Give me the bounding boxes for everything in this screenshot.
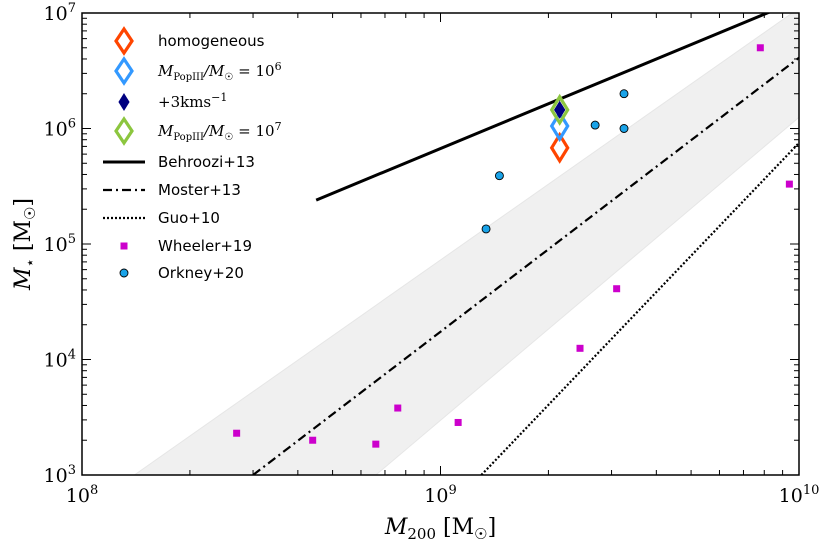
y-tick-label-0: 103 xyxy=(44,463,76,487)
legend-entry-wheeler: Wheeler+19 xyxy=(120,237,252,255)
x-tick-label-1: 109 xyxy=(424,483,456,507)
x-tick-label-2: 1010 xyxy=(779,483,820,507)
legend-label-popiii6: MPopIII/M☉ = 106 xyxy=(157,60,282,83)
data-point-popiii7-0 xyxy=(549,93,570,126)
data-point-orkney-0 xyxy=(481,224,491,234)
legend-label-moster: Moster+13 xyxy=(158,181,241,199)
plot-clip-group xyxy=(133,13,799,475)
data-point-kms-top xyxy=(554,100,566,119)
data-point-orkney-3 xyxy=(619,89,629,99)
axes: 108 109 1010 103 104 105 106 107 M200 [M☉] M⋆ [M☉… xyxy=(11,1,819,543)
relation-line-guo xyxy=(480,142,799,475)
x-tick-label-0: 108 xyxy=(66,483,98,507)
legend-entry-homogeneous: homogeneous xyxy=(114,26,265,56)
y-axis-label: M⋆ [M☉] xyxy=(11,198,39,291)
legend-entry-behroozi: Behroozi+13 xyxy=(103,153,255,171)
data-point-wheeler-3 xyxy=(394,404,402,412)
data-point-wheeler-2 xyxy=(372,440,380,448)
x-axis-label: M200 [M☉] xyxy=(384,515,496,543)
legend-label-orkney: Orkney+20 xyxy=(158,264,244,282)
legend-entry-popiii6: MPopIII/M☉ = 106 xyxy=(114,56,282,86)
data-point-homogeneous-0 xyxy=(549,131,570,164)
legend-entry-kms: +3kms−1 xyxy=(118,91,227,111)
y-tick-label-1: 104 xyxy=(44,348,76,372)
data-point-wheeler-7 xyxy=(756,44,764,52)
data-point-wheeler-4 xyxy=(454,418,462,426)
data-point-wheeler-6 xyxy=(613,285,621,293)
legend-label-kms: +3kms−1 xyxy=(158,91,227,111)
relation-line-moster xyxy=(252,56,799,475)
legend-marker-wheeler xyxy=(120,242,128,250)
y-tick-label-2: 105 xyxy=(44,232,76,256)
y-tick-label-3: 106 xyxy=(44,117,76,141)
data-point-orkney-2 xyxy=(590,120,600,130)
data-point-wheeler-1 xyxy=(309,436,317,444)
legend-entry-popiii7: MPopIII/M☉ = 107 xyxy=(114,116,282,146)
plot-area xyxy=(133,13,799,475)
legend-entry-orkney: Orkney+20 xyxy=(119,264,244,282)
legend-marker-kms xyxy=(118,93,130,111)
data-point-wheeler-8 xyxy=(785,180,793,188)
legend-marker-orkney xyxy=(119,268,129,278)
legend-label-behroozi: Behroozi+13 xyxy=(158,153,255,171)
data-point-orkney-1 xyxy=(494,171,504,181)
data-point-wheeler-0 xyxy=(233,429,241,437)
legend-label-guo: Guo+10 xyxy=(158,209,220,227)
legend-marker-homogeneous xyxy=(114,26,134,56)
legend: homogeneous MPopIII/M☉ = 106 +3kms−1 MPopII… xyxy=(103,26,282,282)
data-point-popiii6-0 xyxy=(549,109,570,143)
legend-entry-guo: Guo+10 xyxy=(103,209,220,227)
data-point-wheeler-5 xyxy=(576,344,584,352)
data-point-orkney-4 xyxy=(619,124,629,133)
legend-entry-moster: Moster+13 xyxy=(103,181,241,199)
scatter-band xyxy=(133,13,799,475)
legend-marker-popiii7 xyxy=(114,116,134,146)
legend-label-popiii7: MPopIII/M☉ = 107 xyxy=(157,120,282,143)
y-tick-label-4: 107 xyxy=(44,1,76,25)
legend-marker-popiii6 xyxy=(114,56,134,86)
legend-label-homogeneous: homogeneous xyxy=(158,32,265,50)
legend-label-wheeler: Wheeler+19 xyxy=(158,237,252,255)
